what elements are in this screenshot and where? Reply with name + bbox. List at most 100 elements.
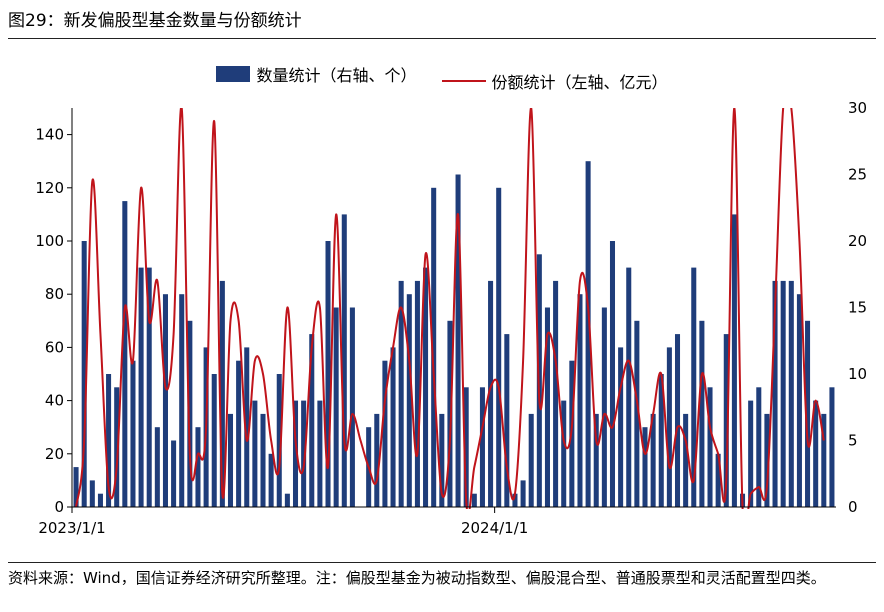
bar [764, 413, 770, 507]
footer-divider [8, 562, 876, 563]
bar [252, 400, 258, 507]
bar [219, 280, 225, 507]
bar [73, 467, 79, 507]
bar [106, 374, 112, 507]
left-tick-label: 0 [54, 498, 64, 516]
bar [512, 493, 518, 507]
bar [577, 294, 583, 507]
bar [479, 387, 485, 507]
left-tick-label: 140 [35, 126, 64, 144]
bar [731, 214, 737, 507]
bar [528, 413, 534, 507]
legend-line-swatch [441, 80, 486, 82]
bar [601, 307, 607, 507]
bar [431, 187, 437, 508]
bar [154, 427, 160, 507]
bar [691, 267, 697, 507]
bar [821, 413, 827, 507]
bar [496, 187, 502, 508]
legend-item-line: 份额统计（左轴、亿元） [441, 69, 668, 93]
bar [406, 294, 412, 507]
bar [439, 413, 445, 507]
bar [260, 413, 266, 507]
left-tick-label: 120 [35, 179, 64, 197]
bar [455, 174, 461, 507]
bar [609, 241, 616, 507]
bar [114, 387, 120, 507]
bar [463, 387, 469, 507]
bar [634, 320, 640, 507]
legend-bar-label: 数量统计（右轴、个） [256, 66, 417, 85]
bar [179, 294, 185, 507]
bar [162, 294, 168, 507]
bar [97, 493, 103, 507]
bar [89, 480, 95, 507]
bar [146, 267, 152, 507]
bar [683, 413, 689, 507]
title-divider [8, 38, 876, 39]
bar [341, 214, 347, 507]
bar [650, 413, 656, 507]
bar [130, 360, 136, 507]
bar [236, 360, 242, 507]
bar [642, 427, 648, 507]
bar [788, 280, 794, 507]
bar [813, 400, 819, 507]
bar [805, 320, 811, 507]
bar [292, 400, 299, 507]
left-tick-label: 40 [45, 392, 64, 410]
bar [772, 280, 778, 507]
bar [796, 294, 802, 507]
bar [780, 280, 786, 507]
bar [748, 400, 754, 507]
source-note: 资料来源：Wind，国信证券经济研究所整理。注：偏股型基金为被动指数型、偏股混合… [8, 569, 826, 587]
right-tick-label: 20 [848, 232, 867, 250]
left-tick-label: 60 [45, 338, 64, 356]
bar [187, 320, 193, 507]
bar [227, 413, 234, 507]
legend: 数量统计（右轴、个） 份额统计（左轴、亿元） [0, 62, 884, 93]
right-tick-label: 25 [848, 166, 867, 184]
bar [699, 320, 705, 507]
bar [626, 267, 632, 507]
bar [390, 347, 396, 507]
bar [349, 307, 355, 507]
bar [268, 453, 274, 507]
share-line [75, 108, 825, 509]
right-tick-label: 15 [848, 299, 867, 317]
bar [723, 334, 729, 507]
bar [585, 161, 591, 507]
bar [309, 334, 315, 507]
bar [756, 387, 762, 507]
right-tick-label: 0 [848, 498, 858, 516]
bar [666, 347, 672, 507]
left-tick-label: 20 [45, 445, 64, 463]
x-tick-label: 2024/1/1 [461, 519, 528, 537]
bar [618, 347, 624, 507]
bar [504, 334, 510, 507]
bar [171, 440, 177, 507]
bar [325, 241, 331, 507]
bar [382, 360, 388, 507]
left-tick-label: 80 [45, 285, 64, 303]
bar [658, 374, 664, 507]
legend-item-bars: 数量统计（右轴、个） [216, 62, 416, 86]
bar [398, 280, 404, 507]
bar [374, 413, 380, 507]
left-tick-label: 100 [35, 232, 64, 250]
bar [674, 334, 681, 507]
legend-line-label: 份额统计（左轴、亿元） [491, 73, 668, 92]
legend-bar-swatch [216, 66, 251, 82]
right-tick-label: 10 [848, 365, 867, 383]
bar [544, 307, 550, 507]
bar [244, 347, 250, 507]
bar [561, 400, 567, 507]
bar [520, 480, 526, 507]
bar [211, 374, 217, 507]
bar [471, 493, 477, 507]
bar [81, 241, 87, 507]
bar [333, 307, 339, 507]
bar [414, 280, 420, 507]
x-tick-label: 2023/1/1 [38, 519, 105, 537]
bar [829, 387, 835, 507]
